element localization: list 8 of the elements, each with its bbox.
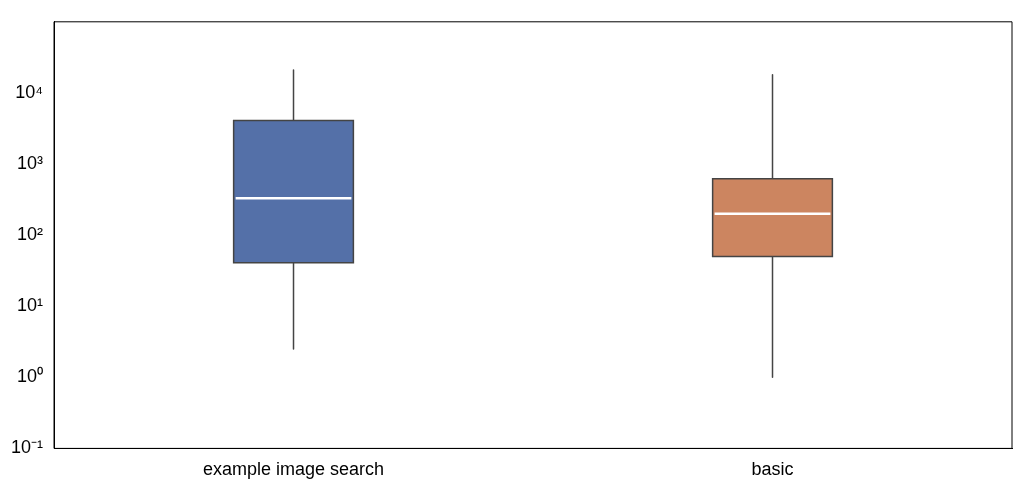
y-tick-label: 10⁴ [15,81,44,102]
x-tick-label: example image search [202,459,385,480]
y-tick-label: 10⁰ [16,366,44,387]
y-tick-label: 10⁻¹ [11,437,44,458]
x-tick-label: basic [751,459,794,480]
y-tick-label: 10¹ [17,295,44,316]
y-tick-label: 10³ [17,152,44,173]
y-tick-label: 10² [17,224,44,245]
